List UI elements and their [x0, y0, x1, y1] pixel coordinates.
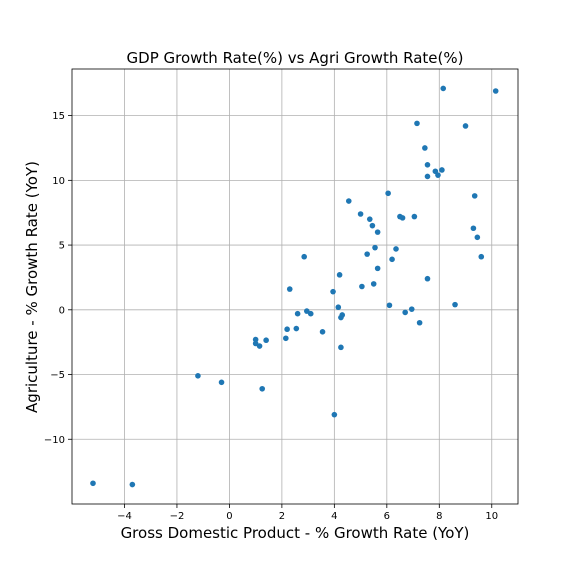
data-point: [338, 344, 344, 351]
data-point: [218, 379, 225, 386]
data-point: [366, 216, 373, 222]
data-point: [389, 256, 395, 263]
data-point: [435, 172, 441, 178]
data-point: [385, 190, 391, 197]
x-tick-label: 2: [279, 511, 285, 522]
y-tick-label: −10: [44, 435, 65, 446]
data-point: [364, 251, 370, 257]
y-tick-label: −5: [50, 370, 65, 381]
data-point: [357, 211, 364, 217]
data-points: [90, 85, 499, 488]
data-point: [402, 309, 408, 316]
data-point: [359, 283, 365, 290]
x-tick-label: −4: [117, 511, 132, 522]
data-point: [331, 411, 338, 418]
y-axis-ticks: −10 −5 0 5 10 15: [44, 111, 72, 446]
grid: [72, 69, 518, 504]
data-point: [335, 304, 342, 311]
data-point: [462, 123, 469, 129]
x-tick-label: −2: [170, 511, 185, 522]
data-point: [284, 326, 290, 333]
data-point: [411, 213, 418, 220]
data-point: [307, 310, 314, 317]
data-point: [414, 120, 420, 127]
x-tick-label: 4: [331, 511, 337, 522]
data-point: [422, 145, 428, 151]
x-tick-label: 6: [384, 511, 390, 522]
data-point: [369, 222, 376, 229]
data-point: [471, 193, 478, 199]
data-point: [474, 234, 481, 241]
y-tick-label: 5: [59, 241, 65, 252]
data-point: [424, 173, 431, 180]
y-axis-label: Agriculture - % Growth Rate (YoY): [23, 161, 41, 413]
data-point: [294, 310, 301, 317]
data-point: [252, 336, 259, 343]
data-point: [440, 85, 447, 92]
data-point: [301, 253, 307, 260]
data-point: [256, 343, 263, 349]
data-point: [408, 306, 415, 312]
data-point: [319, 329, 326, 335]
data-point: [478, 253, 485, 260]
data-point: [259, 385, 266, 392]
data-point: [293, 325, 300, 332]
x-axis-ticks: −4 −2 0 2 4 6 8 10: [117, 504, 498, 522]
data-point: [252, 340, 259, 347]
data-point: [372, 244, 378, 251]
data-point: [339, 312, 346, 318]
data-point: [129, 481, 136, 488]
data-point: [386, 302, 393, 309]
chart-title: GDP Growth Rate(%) vs Agri Growth Rate(%…: [127, 49, 464, 67]
data-point: [263, 337, 269, 344]
data-point: [424, 162, 431, 168]
data-point: [304, 308, 310, 314]
data-point: [470, 225, 477, 232]
data-point: [283, 335, 289, 342]
data-point: [452, 301, 458, 308]
y-tick-label: 0: [59, 305, 65, 316]
x-tick-label: 8: [436, 511, 442, 522]
data-point: [370, 281, 377, 287]
x-tick-label: 10: [485, 511, 498, 522]
data-point: [439, 167, 445, 173]
data-point: [90, 480, 96, 487]
data-point: [416, 319, 423, 326]
y-tick-label: 15: [52, 111, 65, 122]
x-tick-label: 0: [226, 511, 232, 522]
data-point: [195, 373, 201, 379]
y-tick-label: 10: [52, 176, 65, 187]
data-point: [330, 288, 336, 295]
data-point: [345, 198, 352, 204]
data-point: [424, 275, 431, 282]
data-point: [374, 265, 381, 272]
x-axis-label: Gross Domestic Product - % Growth Rate (…: [121, 524, 470, 542]
data-point: [336, 272, 343, 278]
data-point: [374, 229, 381, 235]
data-point: [286, 286, 293, 292]
data-point: [492, 88, 499, 94]
data-point: [399, 215, 406, 221]
plot-frame: [71, 68, 519, 505]
data-point: [393, 246, 399, 252]
